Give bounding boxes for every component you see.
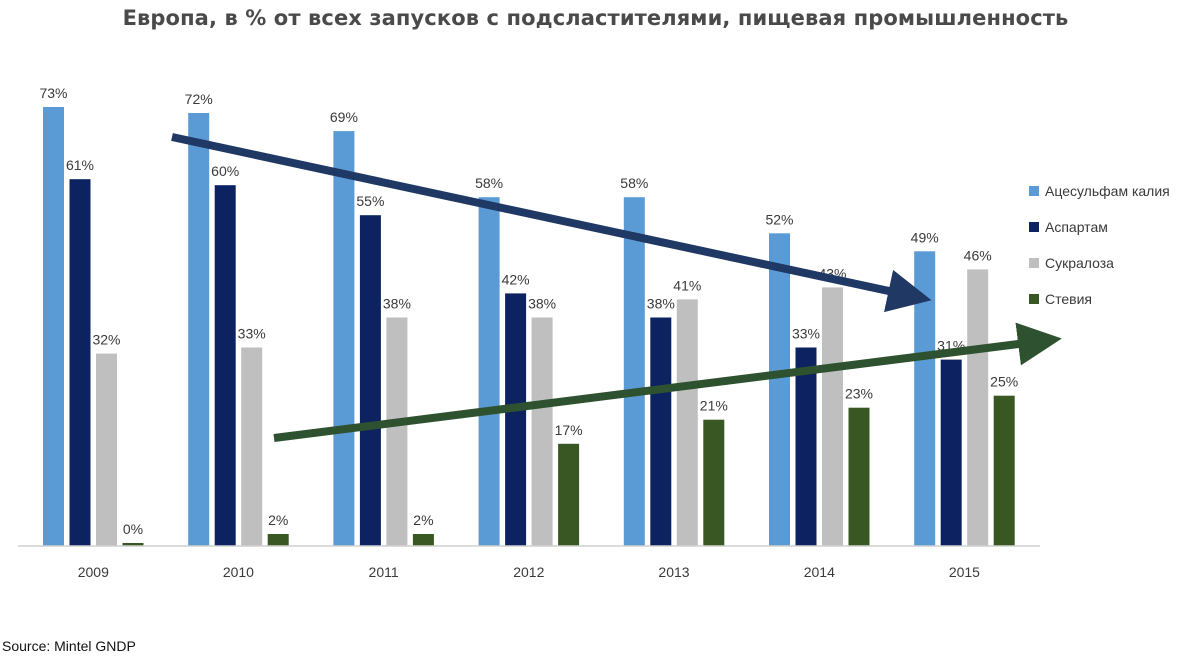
bar-2013-3 [676,299,698,546]
bar-2011-1 [333,131,355,546]
x-tick-2012: 2012 [513,564,544,580]
data-label-2013-3: 41% [673,277,701,293]
data-label-2015-1: 49% [911,229,939,245]
bar-2009-1 [43,107,64,546]
bar-2010-3 [241,347,263,546]
data-labels-layer: 73% 61% 32% 0% 72% 60% 33% 2% 69% 55% 38% 2% 58% 42% 3… [39,85,1018,537]
bar-2015-2 [940,359,962,546]
bar-2014-2 [795,347,817,546]
bar-2014-1 [769,233,790,547]
legend-swatch-3 [1029,258,1039,268]
data-label-2010-4: 2% [268,512,288,528]
bar-2012-3 [531,317,553,546]
rising-trend-arrow [273,322,1062,442]
x-tick-2011: 2011 [369,564,399,580]
data-label-2013-4: 21% [700,398,728,414]
x-tick-2013: 2013 [658,564,689,580]
legend-swatch-4 [1029,294,1039,304]
data-label-2013-2: 38% [647,296,675,312]
bar-2012-1 [478,197,500,546]
bar-2011-2 [359,215,381,546]
data-label-2011-3: 38% [383,296,411,312]
x-tick-2015: 2015 [949,564,980,580]
bar-2013-4 [703,419,725,546]
declining-trend-arrow [171,133,932,313]
bar-2012-4 [558,443,580,546]
bar-2011-4 [412,534,434,546]
bar-2010-1 [188,113,210,546]
data-label-2012-2: 42% [502,271,530,287]
bar-2011-3 [386,317,408,546]
legend-label-1: Ацесульфам калия [1045,183,1170,199]
data-label-2014-4: 23% [845,386,873,402]
legend-swatch-1 [1029,186,1039,196]
bars-layer [43,107,1015,547]
bar-2014-3 [822,287,843,546]
bar-2015-4 [993,395,1015,546]
chart-title: Европа, в % от всех запусков с подсласти… [122,6,1069,30]
data-label-2009-1: 73% [39,85,67,101]
data-label-2010-2: 60% [211,163,239,179]
data-label-2011-2: 55% [356,193,384,209]
bar-2015-1 [914,251,936,547]
bar-2014-4 [848,407,870,546]
legend: Ацесульфам калия Аспартам Сукралоза Стевия [1029,183,1170,307]
x-tick-2009: 2009 [78,564,109,580]
bar-2010-4 [267,534,289,546]
data-label-2014-1: 52% [765,211,793,227]
data-label-2012-4: 17% [555,422,583,438]
bar-2009-2 [69,179,91,546]
source-note: Source: Mintel GNDP [2,638,136,654]
bar-2009-4 [122,543,144,546]
x-tick-2014: 2014 [804,564,835,580]
data-label-2012-1: 58% [475,175,503,191]
bar-2012-2 [505,293,527,546]
data-label-2010-3: 33% [238,326,266,342]
data-label-2014-2: 33% [792,326,820,342]
data-label-2011-1: 69% [330,109,358,125]
data-label-2015-3: 46% [964,247,992,263]
bar-2013-2 [650,317,672,546]
data-label-2010-1: 72% [185,91,213,107]
data-label-2009-2: 61% [66,157,94,173]
trend-arrows [171,133,1062,442]
bar-2015-3 [967,269,989,546]
data-label-2013-1: 58% [620,175,648,191]
bar-2009-3 [96,353,117,546]
legend-label-2: Аспартам [1045,219,1108,235]
bar-2010-2 [214,185,236,546]
data-label-2011-4: 2% [413,512,433,528]
x-tick-2010: 2010 [223,564,254,580]
data-label-2012-3: 38% [528,296,556,312]
data-label-2009-4: 0% [123,521,143,537]
data-label-2009-3: 32% [92,332,120,348]
x-tick-labels: 2009 2010 2011 2012 2013 2014 2015 [78,564,980,580]
legend-label-3: Сукралоза [1045,255,1114,271]
bar-2013-1 [623,197,645,546]
legend-swatch-2 [1029,222,1039,232]
legend-label-4: Стевия [1045,291,1092,307]
data-label-2015-4: 25% [990,374,1018,390]
